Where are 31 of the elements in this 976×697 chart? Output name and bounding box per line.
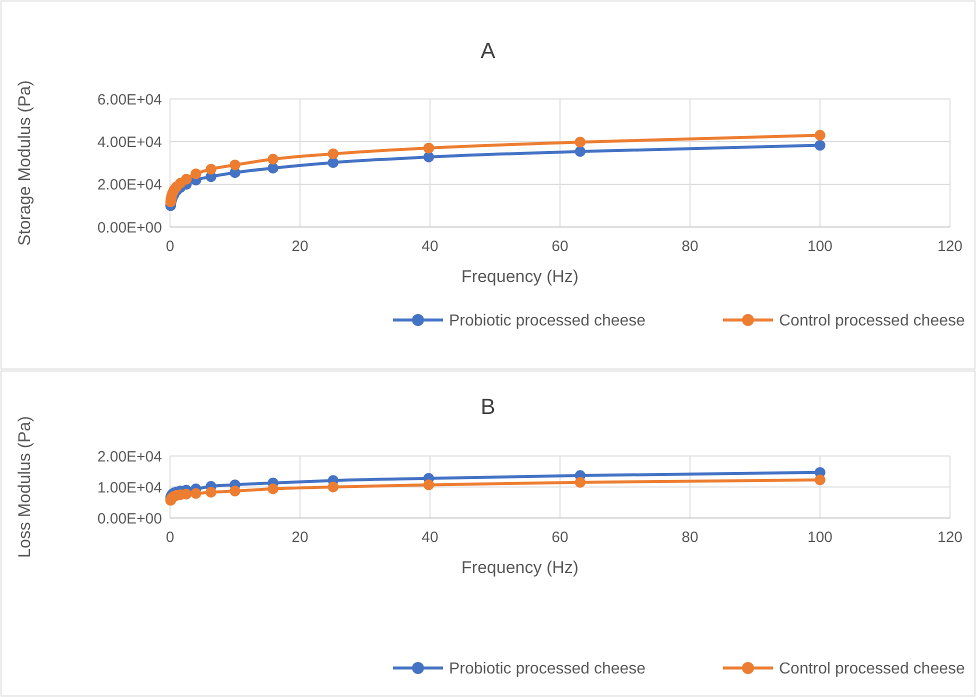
x-tick-label: 100	[807, 529, 833, 546]
x-tick-label: 0	[166, 238, 174, 255]
legend-label: Control processed cheese	[779, 312, 965, 330]
chart-title: B	[480, 394, 496, 419]
x-axis-title: Frequency (Hz)	[461, 267, 579, 286]
y-tick-label: 4.00E+04	[97, 134, 162, 151]
x-tick-label: 20	[292, 238, 308, 255]
y-tick-label: 6.00E+04	[97, 91, 162, 108]
chart-title: A	[480, 38, 496, 63]
y-tick-label: 0.00E+00	[97, 510, 162, 528]
y-tick-label: 2.00E+04	[97, 448, 162, 466]
x-tick-label: 40	[422, 238, 438, 255]
legend-label: Probiotic processed cheese	[449, 660, 646, 678]
x-tick-label: 80	[682, 238, 698, 255]
y-tick-label: 0.00E+00	[97, 219, 162, 236]
x-tick-label: 60	[552, 238, 568, 255]
x-tick-label: 20	[292, 529, 308, 546]
x-tick-label: 120	[937, 529, 963, 546]
y-axis-title: Loss Modulus (Pa)	[15, 416, 34, 558]
y-tick-label: 1.00E+04	[97, 479, 162, 496]
legend-label: Probiotic processed cheese	[449, 312, 646, 330]
x-tick-label: 120	[937, 238, 963, 255]
x-tick-label: 100	[807, 238, 833, 255]
legend-label: Control processed cheese	[779, 660, 965, 678]
y-axis-title: Storage Modulus (Pa)	[15, 80, 34, 246]
x-tick-label: 40	[422, 529, 438, 546]
x-tick-label: 60	[552, 529, 568, 546]
y-tick-label: 2.00E+04	[97, 176, 162, 194]
x-tick-label: 80	[682, 529, 698, 546]
x-axis-title: Frequency (Hz)	[461, 558, 579, 577]
x-tick-label: 0	[166, 529, 174, 546]
